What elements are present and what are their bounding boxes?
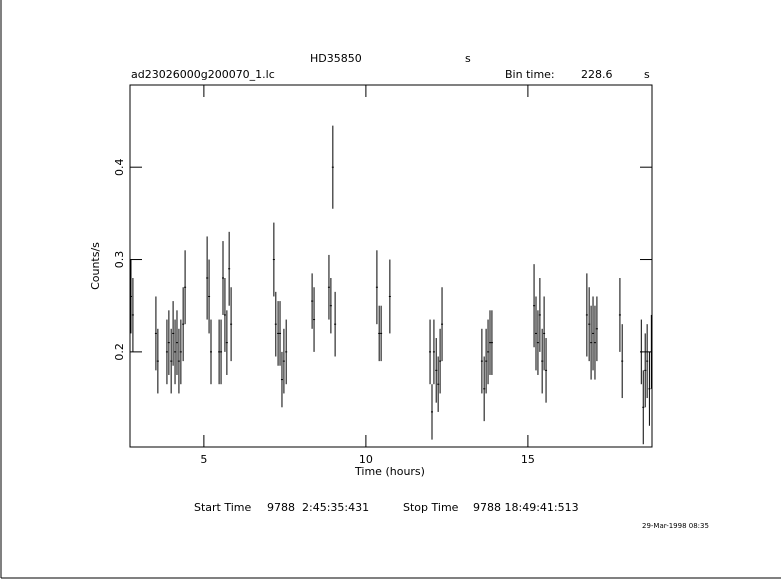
bin-time-label: Bin time: xyxy=(505,68,555,81)
stop-time: 9788 18:49:41:513 xyxy=(473,501,579,514)
date: 29-Mar-1998 08:35 xyxy=(642,522,709,530)
chart-title: HD35850 xyxy=(310,52,362,65)
title-unit: s xyxy=(465,52,471,65)
y-tick-label: 0.4 xyxy=(113,158,126,176)
x-axis-label: Time (hours) xyxy=(354,465,425,478)
start-time: 9788 2:45:35:431 xyxy=(267,501,369,514)
bin-time-unit: s xyxy=(644,68,650,81)
x-tick-label: 15 xyxy=(521,453,535,466)
x-tick-label: 10 xyxy=(359,453,373,466)
y-axis-label: Counts/s xyxy=(89,242,102,290)
plot-frame xyxy=(129,84,653,448)
x-tick-label: 5 xyxy=(200,453,207,466)
bin-time: 228.6 xyxy=(581,68,613,81)
start-label: Start Time xyxy=(194,501,252,514)
y-tick-label: 0.3 xyxy=(113,251,126,269)
file-name: ad23026000g200070_1.lc xyxy=(131,68,275,81)
y-tick-label: 0.2 xyxy=(113,343,126,361)
stop-label: Stop Time xyxy=(403,501,459,514)
